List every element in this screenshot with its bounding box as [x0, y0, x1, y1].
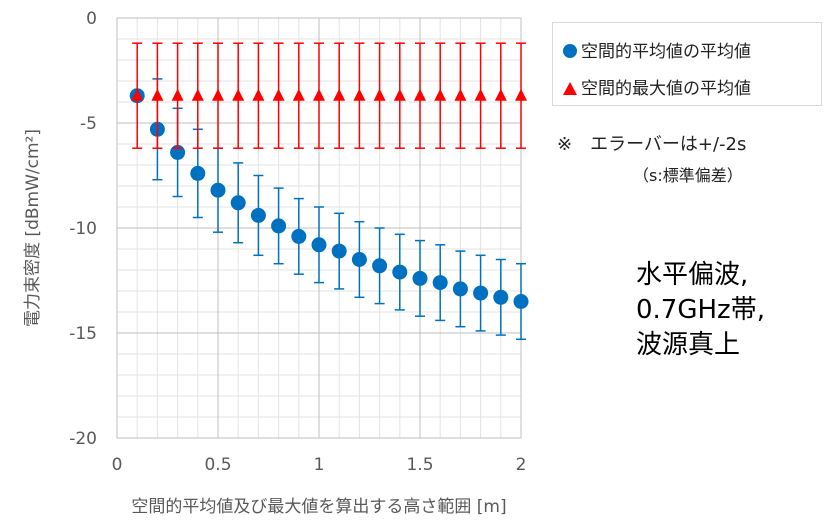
data-point-average — [493, 289, 509, 305]
data-point-average — [250, 207, 266, 223]
x-tick-label: 1 — [314, 455, 325, 475]
y-tick-label: -20 — [69, 429, 97, 449]
data-point-average — [392, 264, 408, 280]
x-axis-ticks: 0 0.5 1 1.5 2 — [112, 455, 527, 475]
data-point-average — [190, 165, 206, 181]
legend-item-maximum: 空間的最大値の平均値 — [563, 74, 751, 99]
data-point-maximum — [393, 88, 406, 101]
data-point-maximum — [151, 88, 164, 101]
triangle-marker-icon — [563, 82, 577, 95]
polarization-label: 水平偏波, — [636, 260, 749, 290]
data-point-average — [513, 294, 529, 309]
data-point-maximum — [212, 88, 224, 101]
data-point-maximum — [191, 88, 204, 101]
data-point-average — [412, 270, 428, 286]
data-point-maximum — [313, 88, 325, 101]
legend-label-average: 空間的平均値の平均値 — [581, 42, 751, 62]
data-point-average — [230, 195, 246, 211]
data-point-average — [372, 258, 388, 274]
data-point-maximum — [171, 88, 184, 101]
data-point-maximum — [494, 88, 507, 101]
data-point-average — [291, 228, 307, 244]
data-point-maximum — [353, 88, 366, 101]
legend-item-average: 空間的平均値の平均値 — [563, 37, 751, 62]
std-dev-note: （s:標準偏差） — [633, 166, 743, 185]
x-tick-label: 0.5 — [204, 455, 231, 475]
data-point-maximum — [131, 88, 144, 101]
data-point-average — [331, 243, 347, 259]
data-point-average — [210, 182, 226, 198]
source-position-label: 波源真上 — [636, 330, 741, 360]
y-tick-label: -10 — [69, 219, 97, 239]
data-point-average — [473, 285, 489, 301]
data-point-average — [452, 281, 468, 297]
y-axis-ticks: 0 -5 -10 -15 -20 — [69, 9, 97, 449]
data-point-average — [271, 218, 287, 234]
x-tick-label: 1.5 — [406, 455, 433, 475]
data-point-maximum — [474, 88, 487, 101]
data-point-maximum — [292, 88, 305, 101]
data-point-average — [432, 275, 448, 291]
plot-area-border — [116, 17, 522, 439]
data-point-maximum — [515, 88, 527, 101]
y-tick-label: 0 — [86, 9, 97, 29]
data-point-average — [311, 237, 327, 253]
data-point-maximum — [414, 88, 426, 101]
legend-label-maximum: 空間的最大値の平均値 — [581, 79, 751, 99]
x-tick-label: 2 — [516, 455, 527, 475]
x-tick-label: 0 — [112, 455, 123, 475]
frequency-band-label: 0.7GHz帯, — [636, 295, 765, 325]
series-average — [129, 78, 529, 341]
circle-marker-icon — [563, 44, 577, 58]
data-point-maximum — [333, 88, 346, 101]
data-point-average — [351, 252, 367, 267]
y-axis-title: 電力束密度 [dBmW/cm²] — [23, 129, 43, 327]
legend: 空間的平均値の平均値 空間的最大値の平均値 — [552, 22, 822, 106]
data-point-maximum — [252, 88, 265, 101]
data-point-maximum — [272, 88, 285, 101]
y-tick-label: -5 — [80, 114, 97, 134]
series-layer — [129, 42, 529, 341]
data-point-maximum — [434, 88, 447, 101]
data-point-maximum — [232, 88, 245, 101]
data-point-maximum — [454, 88, 467, 101]
data-point-maximum — [373, 88, 386, 101]
error-bar-note: ※ エラーバーは+/-2s — [557, 134, 747, 155]
y-tick-label: -15 — [69, 324, 97, 344]
series-maximum — [131, 42, 527, 149]
x-axis-title: 空間的平均値及び最大値を算出する高さ範囲 [m] — [131, 497, 506, 517]
condition-annotation: 水平偏波, 0.7GHz帯, 波源真上 — [636, 258, 765, 363]
